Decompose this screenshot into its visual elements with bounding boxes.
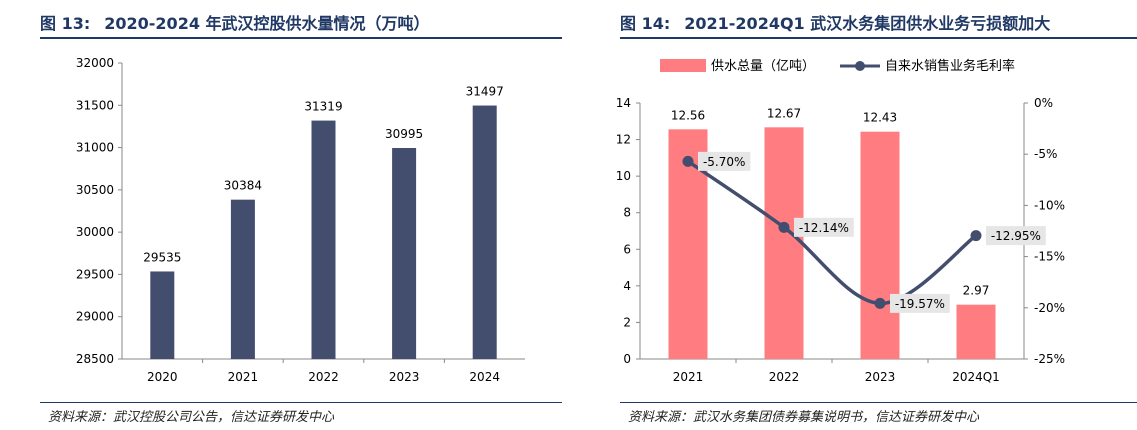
title-rule xyxy=(620,37,1137,39)
line-label-box xyxy=(986,226,1046,246)
bar-data-label: 12.56 xyxy=(671,108,705,122)
data-label: 31319 xyxy=(304,100,342,114)
line-data-label: -19.57% xyxy=(895,297,945,311)
bar xyxy=(150,271,175,359)
bar-chart-water-supply: 28500 29000 29500 30000 30500 31000 31500 32000… xyxy=(76,56,525,384)
bar xyxy=(956,304,996,359)
y-tick-label-left: 6 xyxy=(623,242,631,256)
data-label: 30995 xyxy=(385,127,423,141)
right-figure-panel: 图 14: 2021-2024Q1 武汉水务集团供水业务亏损额加大 供水总量（亿吨… xyxy=(580,0,1137,430)
y-tick-label-left: 14 xyxy=(616,96,631,110)
y-tick-label-left: 4 xyxy=(623,279,631,293)
data-label: 29535 xyxy=(143,250,181,264)
line-point xyxy=(682,155,694,167)
y-tick-label: 29500 xyxy=(76,267,114,281)
y-tick-label: 31500 xyxy=(76,98,114,112)
source-rule xyxy=(620,402,1137,403)
figure-title-right: 图 14: 2021-2024Q1 武汉水务集团供水业务亏损额加大 xyxy=(620,10,1050,34)
y-tick-label-left: 12 xyxy=(616,133,631,147)
figure-number-label: 图 13: xyxy=(40,14,91,33)
y-tick-label-right: -25% xyxy=(1034,352,1065,366)
x-tick-label: 2022 xyxy=(308,370,339,384)
bar xyxy=(311,120,336,359)
line-label-box xyxy=(794,217,854,237)
y-tick-label-left: 0 xyxy=(623,352,631,366)
x-tick-label: 2023 xyxy=(389,370,420,384)
series-line-margin xyxy=(687,159,978,306)
bar xyxy=(392,147,417,359)
line-point xyxy=(874,297,886,309)
data-label: 30384 xyxy=(224,179,262,193)
x-tick-label: 2024 xyxy=(469,370,500,384)
y-tick-label-right: 0% xyxy=(1034,96,1053,110)
bar-data-label: 12.43 xyxy=(863,111,897,125)
legend-label: 自来水销售业务毛利率 xyxy=(885,58,1015,74)
y-tick-label-right: -15% xyxy=(1034,250,1065,264)
figure-title-text: 2021-2024Q1 武汉水务集团供水业务亏损额加大 xyxy=(684,14,1051,33)
y-tick-label: 32000 xyxy=(76,56,114,70)
bar-data-label: 2.97 xyxy=(963,284,990,298)
line-data-label: -5.70% xyxy=(703,155,745,169)
figure-title-left: 图 13: 2020-2024 年武汉控股供水量情况（万吨） xyxy=(40,10,430,34)
title-rule xyxy=(40,37,562,39)
x-tick-label: 2022 xyxy=(769,370,800,384)
bar xyxy=(230,199,255,359)
bar xyxy=(764,127,804,359)
y-tick-label: 28500 xyxy=(76,352,114,366)
x-tick-label: 2023 xyxy=(865,370,896,384)
bar xyxy=(860,131,900,359)
legend-swatch-bar xyxy=(660,59,706,72)
legend-label: 供水总量（亿吨） xyxy=(711,59,815,74)
source-note: 资料来源：武汉水务集团债券募集说明书，信达证券研发中心 xyxy=(628,410,980,425)
y-tick-label-left: 2 xyxy=(623,315,631,329)
bar-data-label: 12.67 xyxy=(767,106,801,120)
y-tick-label-left: 10 xyxy=(616,169,631,183)
left-figure-panel: 图 13: 2020-2024 年武汉控股供水量情况（万吨） 28500 29000… xyxy=(0,0,562,430)
x-tick-label: 2021 xyxy=(228,370,259,384)
x-tick-label: 2020 xyxy=(147,370,178,384)
combo-chart-supply-margin: 供水总量（亿吨） 自来水销售业务毛利率 0 2 4 6 8 10 12 14 -25% -20% -15… xyxy=(616,58,1065,384)
line-label-box xyxy=(890,293,950,313)
figure-title-text: 2020-2024 年武汉控股供水量情况（万吨） xyxy=(104,14,430,33)
line-point xyxy=(778,221,790,233)
y-tick-label-left: 8 xyxy=(623,206,631,220)
line-point xyxy=(970,230,982,242)
y-tick-label-right: -5% xyxy=(1034,147,1057,161)
figure-number-label: 图 14: xyxy=(620,14,671,33)
y-tick-label: 29000 xyxy=(76,310,114,324)
source-rule xyxy=(40,402,562,403)
data-label: 31497 xyxy=(466,85,504,99)
y-tick-label: 30000 xyxy=(76,225,114,239)
x-tick-label: 2021 xyxy=(673,370,704,384)
line-label-box xyxy=(698,151,751,171)
bar xyxy=(472,105,497,359)
line-data-label: -12.95% xyxy=(991,229,1041,243)
y-tick-label-right: -10% xyxy=(1034,198,1065,212)
source-note: 资料来源：武汉控股公司公告，信达证券研发中心 xyxy=(48,410,335,425)
line-data-label: -12.14% xyxy=(799,221,849,235)
y-tick-label: 31000 xyxy=(76,141,114,155)
legend-marker xyxy=(855,61,865,71)
x-tick-label: 2024Q1 xyxy=(952,370,1000,384)
y-tick-label-right: -20% xyxy=(1034,301,1065,315)
y-tick-label: 30500 xyxy=(76,183,114,197)
